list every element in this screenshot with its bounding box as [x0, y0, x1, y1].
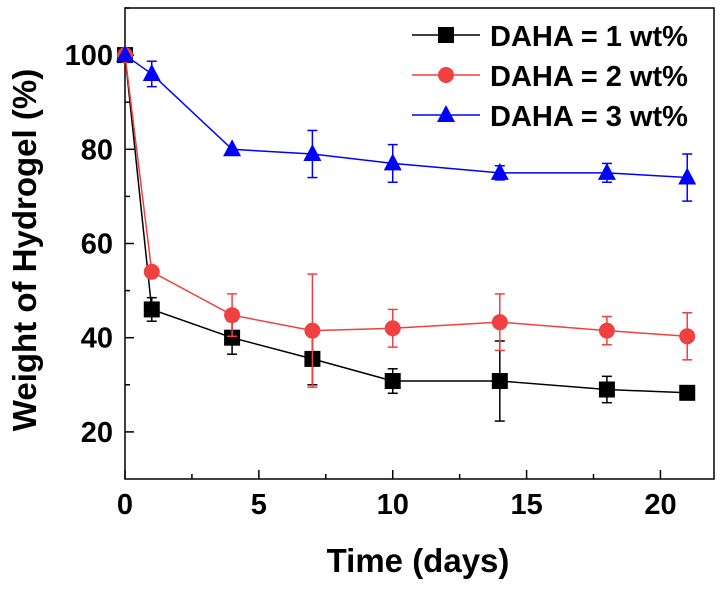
- legend-label: DAHA = 1 wt%: [490, 21, 688, 53]
- x-tick-label: 5: [251, 489, 267, 521]
- data-point: [223, 139, 242, 157]
- x-tick-label: 20: [644, 489, 676, 521]
- data-point: [598, 381, 615, 398]
- data-point: [143, 263, 160, 280]
- data-point: [384, 320, 401, 337]
- data-point: [679, 384, 696, 401]
- series-line: [124, 55, 688, 338]
- data-point: [224, 329, 241, 346]
- series-1: DAHA = 1 wt%: [124, 21, 693, 422]
- data-point: [491, 314, 508, 331]
- data-point: [678, 167, 697, 185]
- legend-label: DAHA = 2 wt%: [490, 61, 688, 93]
- y-axis-label: Weight of Hydrogel (%): [6, 69, 43, 431]
- series-line: [124, 55, 688, 394]
- data-point: [224, 307, 241, 324]
- x-axis-label: Time (days): [327, 542, 510, 579]
- y-tick-label: 80: [81, 134, 113, 166]
- data-point: [142, 63, 161, 81]
- legend-marker: [438, 67, 454, 83]
- data-point: [304, 322, 321, 339]
- x-tick-label: 0: [117, 489, 133, 521]
- data-point: [116, 45, 134, 63]
- data-point: [384, 373, 401, 390]
- legend-marker: [438, 27, 454, 43]
- data-point: [597, 162, 616, 180]
- data-point: [598, 322, 615, 339]
- data-point: [303, 144, 322, 162]
- y-tick-label: 60: [81, 229, 113, 261]
- x-tick-label: 15: [510, 489, 542, 521]
- legend-label: DAHA = 3 wt%: [490, 101, 688, 133]
- legend-marker: [437, 105, 455, 122]
- series-2: DAHA = 2 wt%: [124, 55, 693, 388]
- y-tick-label: 100: [65, 40, 113, 72]
- data-point: [143, 301, 160, 318]
- y-tick-label: 40: [81, 323, 113, 355]
- data-point: [679, 328, 696, 345]
- y-tick-label: 20: [81, 417, 113, 449]
- x-tick-label: 10: [377, 489, 409, 521]
- data-point: [383, 153, 402, 171]
- data-point: [491, 373, 508, 390]
- series-line: [124, 54, 688, 179]
- data-point: [490, 162, 509, 180]
